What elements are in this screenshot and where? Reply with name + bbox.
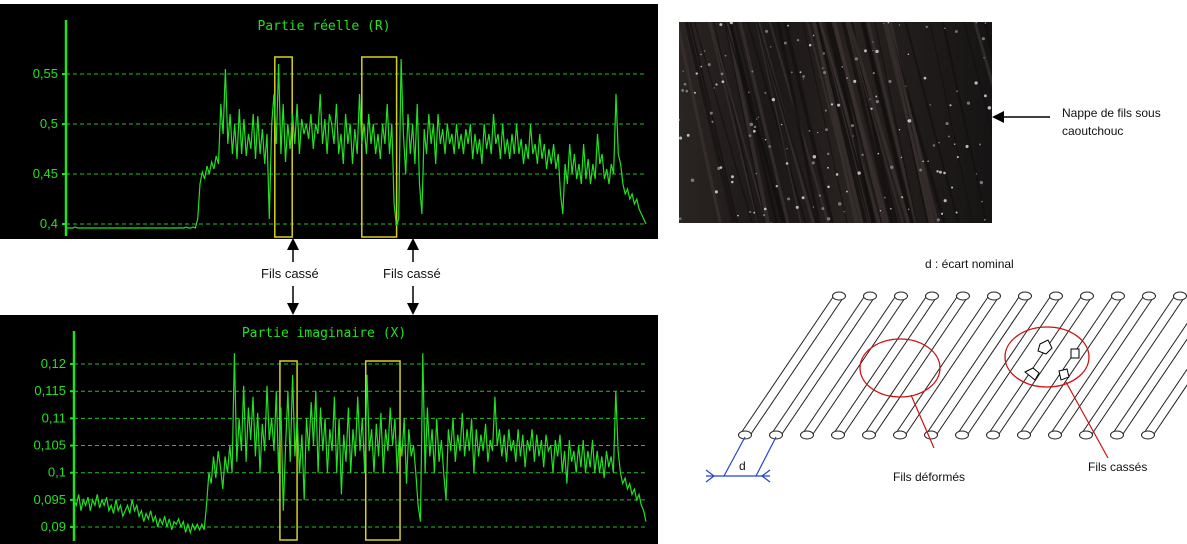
broken-wire-label-right: Fils cassé (383, 266, 441, 281)
y-tick-label: 0,4 (40, 216, 58, 231)
wire-edge (1060, 294, 1156, 435)
wire-edge (924, 296, 1020, 437)
wire-edge (967, 294, 1063, 435)
wire-end (1141, 430, 1155, 440)
real-y-axis: 0,4 0,45 0,5 0,55 (33, 20, 68, 236)
wire-end (1049, 291, 1063, 301)
wire-edge (874, 294, 970, 435)
real-part-plot: 0,4 0,45 0,5 0,55 Partie réelle (R) (33, 19, 647, 238)
imaginary-part-chart: 0,09 0,095 0,1 0,105 0,11 0,115 0,12 Partie im… (0, 315, 658, 544)
real-grid (66, 73, 646, 225)
wire-edge (905, 294, 1001, 435)
wire-end (1142, 291, 1156, 301)
wire-end (1080, 291, 1094, 301)
deformed-wires-label: Fils déformés (893, 470, 966, 484)
wire-end (863, 291, 877, 301)
wire-end (738, 430, 752, 440)
broken-wire-arrows (287, 238, 419, 315)
y-tick-label: 0,09 (41, 519, 66, 534)
sheet-pointer (992, 111, 1050, 123)
wire-end (925, 291, 939, 301)
imaginary-signal-line (73, 353, 647, 535)
wire-sheet-photo (679, 22, 992, 223)
wire-end (986, 430, 1000, 440)
sheet-label-line1: Nappe de fils sous (1062, 106, 1161, 120)
wire-end (1173, 291, 1187, 301)
y-tick-label: 0,11 (42, 410, 66, 425)
wire-end (832, 291, 846, 301)
wire-end (1111, 291, 1125, 301)
real-signal-line (66, 58, 647, 229)
imaginary-y-axis: 0,09 0,095 0,1 0,105 0,11 0,115 0,12 (33, 331, 76, 541)
wire-edge (1079, 296, 1175, 437)
wire-edge (831, 296, 927, 437)
wire-end (862, 430, 876, 440)
wire-end (1110, 430, 1124, 440)
y-tick-label: 0,115 (34, 383, 66, 398)
wire-end (831, 430, 845, 440)
broken-wires-label: Fils cassés (1088, 460, 1148, 474)
wire-edge (750, 294, 846, 435)
nominal-gap-label: d : écart nominal (925, 257, 1014, 271)
wire-edge (955, 296, 1051, 437)
y-tick-label: 0,5 (40, 116, 58, 131)
wire-edge (1122, 338, 1187, 435)
y-tick-label: 0,095 (33, 492, 66, 507)
wire-edge (986, 296, 1082, 437)
wire-end (894, 291, 908, 301)
y-tick-label: 0,12 (41, 356, 66, 371)
wire-end (987, 291, 1001, 301)
wire-edge (781, 294, 877, 435)
highlight-box (361, 56, 398, 238)
wire-edge (1153, 384, 1187, 435)
broken-wire-label-left: Fils cassé (261, 266, 319, 281)
photo-texture (679, 22, 992, 223)
wire-edge (998, 294, 1094, 435)
y-tick-label: 0,105 (33, 438, 66, 453)
y-tick-label: 0,55 (33, 66, 58, 81)
wire-end (924, 430, 938, 440)
deformed-zone-ellipse (859, 338, 941, 398)
broken-zone-ellipse (1004, 326, 1090, 388)
wire-end (800, 430, 814, 440)
wire-edge (738, 296, 834, 437)
wire-edge (893, 296, 989, 437)
real-chart-title: Partie réelle (R) (257, 19, 390, 34)
wire-end (1017, 430, 1031, 440)
wire-edge (1048, 296, 1144, 437)
wire-edge (800, 296, 896, 437)
wire-end (769, 430, 783, 440)
wire-edge (843, 294, 939, 435)
wire-end (956, 291, 970, 301)
wire-edge (1141, 368, 1187, 437)
wire-rods (738, 291, 1187, 440)
highlight-box (274, 56, 293, 238)
sheet-label-line2: caoutchouc (1062, 124, 1124, 138)
broken-ends (1024, 339, 1080, 381)
wire-end (955, 430, 969, 440)
wire-edge (1110, 322, 1187, 437)
y-tick-label: 0,45 (33, 166, 58, 181)
wire-edge (1017, 296, 1113, 437)
wire-edge (936, 294, 1032, 435)
wire-edge (1029, 294, 1125, 435)
y-tick-label: 0,1 (48, 465, 66, 480)
real-part-chart: 0,4 0,45 0,5 0,55 Partie réelle (R) (0, 4, 658, 239)
imaginary-part-plot: 0,09 0,095 0,1 0,105 0,11 0,115 0,12 Partie im… (33, 326, 647, 541)
real-highlight-boxes (274, 56, 398, 238)
wire-end (893, 430, 907, 440)
gap-dimension (705, 436, 777, 483)
wire-edge (769, 296, 865, 437)
wire-end (1018, 291, 1032, 301)
gap-d-label: d (739, 459, 746, 473)
wire-diagram (705, 291, 1187, 483)
wire-edge (1091, 294, 1187, 435)
wire-end (1079, 430, 1093, 440)
imaginary-chart-title: Partie imaginaire (X) (242, 326, 406, 341)
wire-edge (862, 296, 958, 437)
wire-end (1048, 430, 1062, 440)
